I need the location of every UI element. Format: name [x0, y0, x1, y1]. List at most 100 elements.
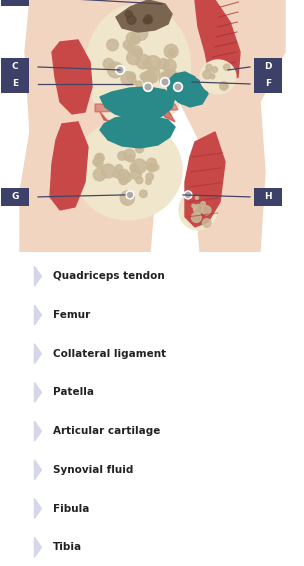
Text: Fibula: Fibula — [53, 504, 89, 513]
Circle shape — [210, 74, 215, 79]
Text: F: F — [15, 465, 22, 475]
Circle shape — [145, 15, 152, 22]
Text: Articular cartilage: Articular cartilage — [53, 426, 160, 436]
Circle shape — [148, 163, 157, 172]
FancyBboxPatch shape — [1, 188, 29, 206]
Circle shape — [223, 64, 230, 71]
Circle shape — [136, 81, 142, 87]
Circle shape — [195, 196, 199, 199]
Text: E: E — [12, 79, 18, 88]
Ellipse shape — [200, 60, 236, 94]
Circle shape — [142, 71, 155, 84]
Circle shape — [145, 84, 151, 90]
Circle shape — [224, 84, 228, 88]
Circle shape — [136, 54, 151, 69]
FancyBboxPatch shape — [254, 75, 282, 93]
Circle shape — [133, 26, 148, 40]
Circle shape — [96, 155, 102, 162]
Circle shape — [201, 201, 206, 206]
Circle shape — [202, 205, 211, 215]
Circle shape — [143, 18, 150, 24]
Text: Collateral ligament: Collateral ligament — [53, 349, 166, 359]
Circle shape — [108, 62, 123, 78]
Polygon shape — [145, 92, 175, 122]
Circle shape — [126, 32, 138, 44]
Circle shape — [193, 205, 197, 209]
Circle shape — [113, 171, 119, 178]
Circle shape — [168, 49, 175, 56]
FancyBboxPatch shape — [254, 188, 282, 206]
Circle shape — [127, 192, 133, 198]
Circle shape — [121, 72, 135, 85]
Polygon shape — [34, 421, 41, 441]
Circle shape — [163, 59, 176, 72]
Circle shape — [136, 49, 142, 55]
Ellipse shape — [85, 5, 191, 130]
Text: E: E — [15, 426, 22, 436]
Circle shape — [140, 73, 147, 80]
Text: G: G — [11, 192, 19, 201]
Circle shape — [93, 168, 106, 181]
Text: C: C — [15, 349, 22, 359]
Circle shape — [147, 79, 153, 85]
Polygon shape — [34, 460, 41, 480]
Circle shape — [123, 149, 135, 161]
Circle shape — [202, 218, 211, 228]
Text: Synovial fluid: Synovial fluid — [53, 465, 133, 475]
Circle shape — [143, 83, 153, 92]
Circle shape — [162, 79, 168, 85]
Circle shape — [127, 15, 136, 24]
Circle shape — [140, 190, 147, 198]
Circle shape — [130, 78, 136, 85]
Polygon shape — [52, 40, 92, 114]
Circle shape — [119, 177, 128, 185]
Polygon shape — [34, 383, 41, 402]
Circle shape — [131, 169, 141, 179]
Circle shape — [131, 46, 142, 57]
Circle shape — [123, 40, 132, 49]
Polygon shape — [195, 0, 240, 84]
Circle shape — [132, 159, 147, 173]
Text: H: H — [264, 192, 272, 201]
Circle shape — [220, 82, 228, 90]
Circle shape — [130, 164, 138, 172]
Circle shape — [153, 164, 159, 170]
Circle shape — [162, 69, 178, 84]
Circle shape — [161, 78, 170, 87]
Polygon shape — [100, 112, 130, 137]
Polygon shape — [95, 104, 178, 112]
Polygon shape — [172, 78, 208, 107]
Polygon shape — [65, 0, 180, 252]
Polygon shape — [34, 344, 41, 363]
Circle shape — [122, 173, 131, 182]
Polygon shape — [108, 97, 142, 122]
Circle shape — [146, 173, 154, 181]
Circle shape — [120, 191, 134, 205]
Polygon shape — [185, 132, 225, 227]
Circle shape — [118, 152, 127, 160]
Ellipse shape — [179, 190, 217, 230]
Text: D: D — [14, 387, 22, 397]
Text: B: B — [14, 310, 22, 320]
FancyBboxPatch shape — [1, 0, 29, 6]
Circle shape — [93, 158, 100, 166]
Text: Quadriceps tendon: Quadriceps tendon — [53, 271, 165, 281]
Circle shape — [146, 179, 151, 185]
Polygon shape — [34, 499, 41, 518]
Circle shape — [184, 191, 192, 199]
Circle shape — [95, 153, 104, 162]
Text: Tibia: Tibia — [53, 542, 82, 552]
Circle shape — [125, 11, 132, 18]
FancyBboxPatch shape — [1, 58, 29, 76]
Circle shape — [126, 191, 134, 199]
Circle shape — [136, 177, 143, 184]
Text: G: G — [14, 504, 22, 513]
Circle shape — [192, 204, 195, 207]
Circle shape — [147, 66, 160, 79]
Circle shape — [143, 59, 152, 68]
Text: F: F — [265, 79, 271, 88]
Circle shape — [192, 213, 201, 222]
Circle shape — [103, 58, 114, 69]
Polygon shape — [34, 267, 41, 286]
Circle shape — [203, 70, 212, 79]
